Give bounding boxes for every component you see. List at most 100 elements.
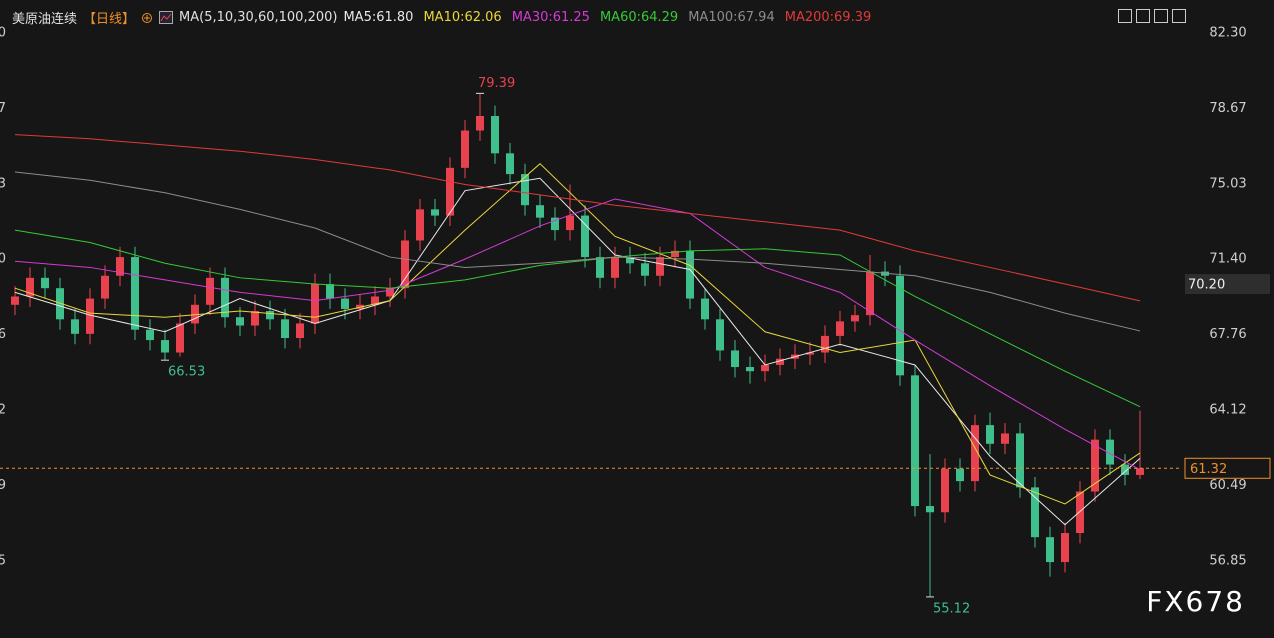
left-tick-label: 78.67 <box>0 101 6 116</box>
candle-body <box>581 215 589 258</box>
candle-body <box>701 298 709 320</box>
low-label: 66.53 <box>168 365 205 380</box>
candle-body <box>1001 433 1009 444</box>
indicator-icon[interactable] <box>159 11 174 24</box>
candle-body <box>401 240 409 289</box>
candle-body <box>221 277 229 318</box>
candle-body <box>926 506 934 513</box>
candle-body <box>236 317 244 326</box>
candle-body <box>26 277 34 297</box>
candle-body <box>716 319 724 351</box>
legend-entry: MA60:64.29 <box>599 10 679 25</box>
candle-body <box>1031 487 1039 538</box>
candle-body <box>101 275 109 299</box>
candle-body <box>1121 464 1129 475</box>
candle-body <box>1091 439 1099 492</box>
tool-icon[interactable] <box>1154 9 1168 23</box>
candle-body <box>41 277 49 289</box>
candle-body <box>251 311 259 326</box>
candle-body <box>1061 533 1069 563</box>
add-icon[interactable] <box>141 12 153 24</box>
candle-body <box>161 340 169 353</box>
marker-label: 70.20 <box>1188 278 1225 293</box>
candle-body <box>11 296 19 305</box>
candle-body <box>731 350 739 368</box>
candle-body <box>941 468 949 513</box>
period[interactable]: 【日线】 <box>83 12 136 27</box>
candle-body <box>866 271 874 316</box>
left-tick-label: 71.40 <box>0 252 6 267</box>
y-tick-label: 71.40 <box>1209 252 1246 267</box>
candle-body <box>551 217 559 231</box>
tool-icon[interactable] <box>1118 9 1132 23</box>
candle-body <box>56 288 64 320</box>
candle-body <box>311 284 319 324</box>
last-price-label: 61.32 <box>1190 462 1227 477</box>
y-tick-label: 78.67 <box>1209 101 1246 116</box>
toolbar <box>1118 9 1186 23</box>
candle-body <box>671 250 679 258</box>
candle-body <box>146 329 154 341</box>
candle-body <box>416 209 424 241</box>
candle-body <box>596 257 604 278</box>
candle-body <box>911 375 919 507</box>
candle-body <box>626 257 634 264</box>
legend-entry: MA10:62.06 <box>423 10 502 25</box>
high-label: 79.39 <box>478 76 515 91</box>
legend-entry: MA30:61.25 <box>511 10 590 25</box>
legend-entry: MA200:69.39 <box>784 10 872 25</box>
candle-body <box>1076 491 1084 534</box>
candle-body <box>761 364 769 372</box>
candle-body <box>1136 468 1144 475</box>
legend-entry: MA100:67.94 <box>688 10 775 25</box>
legend-entry: MA5:61.80 <box>343 10 414 25</box>
last-price-box <box>1184 457 1271 479</box>
candle-body <box>821 335 829 353</box>
y-tick-label: 64.12 <box>1209 403 1246 418</box>
candle-body <box>431 209 439 216</box>
left-tick-label: 67.76 <box>0 327 6 342</box>
candle-body <box>896 275 904 376</box>
candle-body <box>1016 433 1024 488</box>
symbol: 美原油连续 <box>12 12 78 27</box>
left-tick-label: 75.03 <box>0 176 6 191</box>
candle-body <box>296 323 304 338</box>
candle-body <box>116 257 124 276</box>
candle-body <box>806 352 814 355</box>
candle-body <box>641 263 649 276</box>
candle-body <box>656 257 664 276</box>
candle-body <box>836 321 844 336</box>
candle-body <box>341 298 349 309</box>
candle-body <box>326 284 334 299</box>
ma-line <box>14 177 1141 526</box>
y-tick-label: 60.49 <box>1209 478 1246 493</box>
ma-line <box>14 229 1141 408</box>
candle-body <box>986 425 994 444</box>
candle-body <box>536 205 544 218</box>
left-tick-label: 82.30 <box>0 25 6 40</box>
candle-body <box>386 288 394 297</box>
candle-body <box>611 257 619 278</box>
candle-body <box>971 425 979 482</box>
candle-body <box>191 304 199 324</box>
candle-body <box>281 319 289 338</box>
candle-body <box>266 311 274 320</box>
candle-body <box>521 174 529 206</box>
ma-line <box>14 198 1141 471</box>
marker-box <box>1185 274 1270 295</box>
header: 美原油连续 【日线】 MA(5,10,30,60,100,200) MA5:61… <box>12 8 871 27</box>
candle-body <box>1046 537 1054 563</box>
left-tick-label: 60.49 <box>0 478 6 493</box>
tool-icon[interactable] <box>1136 9 1150 23</box>
legend: MA5:61.80 MA10:62.06 MA30:61.25 MA60:64.29 M… <box>343 10 871 25</box>
y-tick-label: 56.85 <box>1209 554 1246 569</box>
tool-icon[interactable] <box>1172 9 1186 23</box>
candle-body <box>206 277 214 305</box>
candle-body <box>746 367 754 372</box>
low-label: 55.12 <box>933 601 970 616</box>
candle-body <box>461 130 469 168</box>
left-tick-label: 56.85 <box>0 554 6 569</box>
candle-body <box>776 358 784 365</box>
